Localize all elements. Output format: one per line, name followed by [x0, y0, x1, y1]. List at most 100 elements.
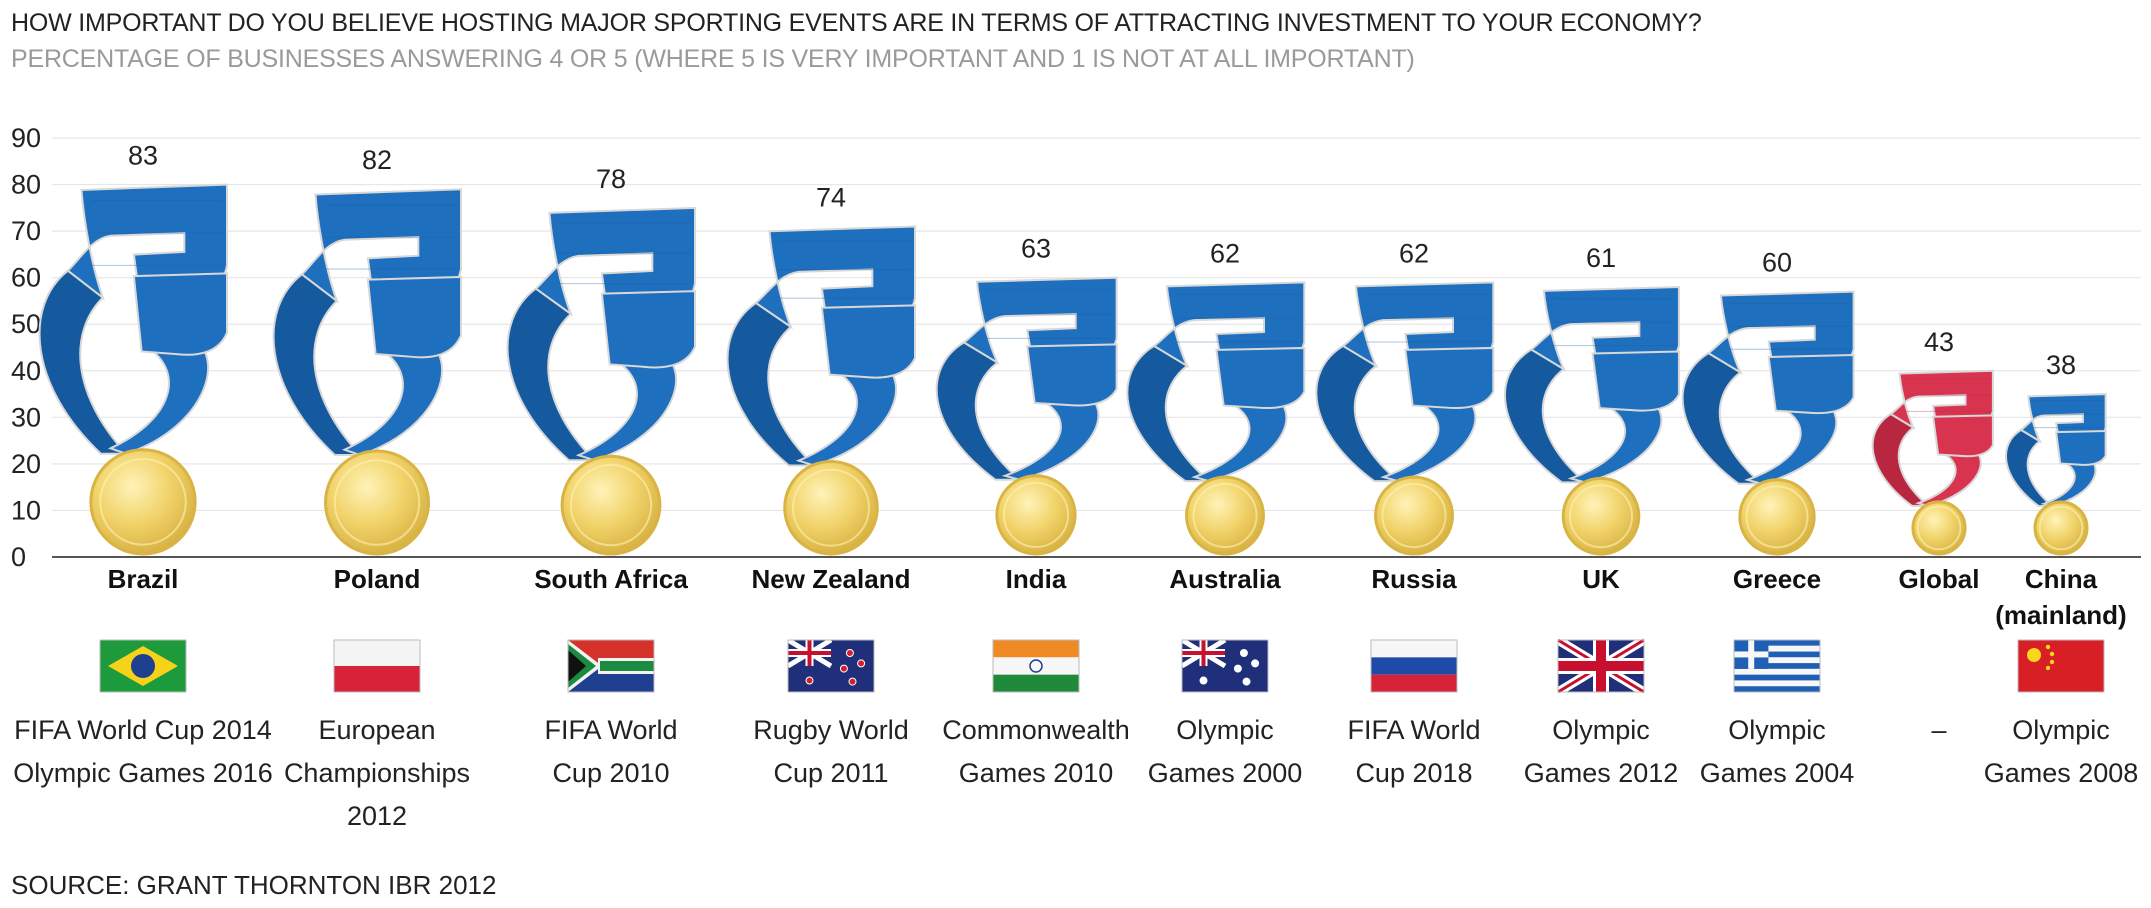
y-tick-label-60: 60: [11, 263, 41, 293]
y-tick-label-40: 40: [11, 356, 41, 386]
category-label-5: Australia: [1169, 564, 1281, 594]
ribbon-middle-fold: [1932, 414, 1994, 458]
event-label-8: Olympic: [1728, 715, 1826, 745]
bar-medal-4: [935, 276, 1118, 556]
greece-flag: [1733, 639, 1821, 693]
event-label-6: Cup 2018: [1355, 758, 1472, 788]
gold-medal-rim: [1916, 505, 1962, 551]
y-tick-label-50: 50: [11, 309, 41, 339]
india-flag: [992, 639, 1080, 693]
flag-border: [2017, 639, 2105, 693]
event-label-3: Rugby World: [753, 715, 909, 745]
event-label-1: European: [318, 715, 435, 745]
category-label-8: Greece: [1733, 564, 1821, 594]
ribbon-left-strand: [272, 273, 363, 457]
flag-border: [1370, 639, 1458, 693]
china-flag: [2017, 639, 2105, 693]
event-label-6: FIFA World: [1347, 715, 1480, 745]
ribbon-left-strand: [1504, 348, 1589, 484]
ribbon-middle-fold: [820, 304, 916, 379]
y-tick-label-80: 80: [11, 170, 41, 200]
gold-medal: [324, 449, 430, 556]
value-label-2: 78: [596, 164, 626, 194]
ribbon-middle-fold: [600, 290, 696, 369]
ribbon-left-strand: [1681, 351, 1765, 485]
gold-medal: [995, 474, 1077, 556]
ribbon-left-strand: [506, 287, 597, 462]
brazil-flag: [99, 639, 187, 693]
gold-medal-rim: [2038, 505, 2084, 551]
gold-medal: [1738, 478, 1816, 556]
gold-medal: [1561, 476, 1641, 556]
bar-medal-2: [506, 206, 696, 556]
bar-medal-7: [1504, 285, 1680, 556]
event-label-10: Games 2008: [1984, 758, 2139, 788]
y-tick-label-10: 10: [11, 495, 41, 525]
chart-title: HOW IMPORTANT DO YOU BELIEVE HOSTING MAJ…: [11, 9, 1702, 37]
category-label-6: Russia: [1371, 564, 1457, 594]
ribbon-middle-fold: [1591, 350, 1680, 412]
new-zealand-flag: [786, 637, 875, 693]
y-tick-label-70: 70: [11, 216, 41, 246]
event-label-5: Olympic: [1176, 715, 1274, 745]
uk-flag: [1555, 636, 1647, 696]
event-label-0: FIFA World Cup 2014: [14, 715, 272, 745]
flag-border: [1733, 639, 1821, 693]
value-label-4: 63: [1021, 234, 1051, 264]
ribbon-left-strand: [1871, 412, 1931, 507]
chart-subtitle: PERCENTAGE OF BUSINESSES ANSWERING 4 OR …: [11, 45, 1415, 73]
flag-border: [1557, 639, 1645, 693]
poland-flag: [333, 639, 421, 693]
ribbon-left-strand: [726, 301, 817, 467]
ribbon-middle-fold: [132, 272, 228, 356]
gold-medal-rim: [1002, 481, 1070, 548]
value-label-5: 62: [1210, 238, 1240, 268]
bar-medal-10: [2005, 393, 2107, 556]
south-africa-flag: [567, 639, 655, 693]
category-label-1: Poland: [334, 564, 421, 594]
gold-medal: [2033, 500, 2089, 556]
gold-medal-rim: [569, 464, 653, 547]
gold-medal: [1911, 500, 1967, 556]
value-label-3: 74: [816, 182, 846, 212]
gold-medal: [1185, 475, 1265, 556]
category-label-9: Global: [1899, 564, 1980, 594]
gold-medal-rim: [333, 459, 421, 546]
flag-border: [99, 639, 187, 693]
ribbon-left-strand: [935, 341, 1023, 481]
gold-medal-rim: [1569, 484, 1633, 549]
ribbon-left-strand: [1126, 344, 1212, 483]
value-label-8: 60: [1762, 248, 1792, 278]
bar-medal-6: [1315, 281, 1495, 556]
category-label-10: (mainland): [1995, 600, 2126, 630]
event-label-5: Games 2000: [1148, 758, 1303, 788]
category-label-4: India: [1006, 564, 1067, 594]
value-label-10: 38: [2046, 350, 2076, 380]
value-label-1: 82: [362, 145, 392, 175]
flag-border: [1181, 639, 1269, 693]
event-label-10: Olympic: [2012, 715, 2110, 745]
gold-medal: [1374, 475, 1454, 556]
y-tick-label-90: 90: [11, 123, 41, 153]
event-label-7: Olympic: [1552, 715, 1650, 745]
source-note: SOURCE: GRANT THORNTON IBR 2012: [11, 870, 497, 900]
ribbon-middle-fold: [1215, 346, 1306, 410]
flag-border: [787, 639, 875, 693]
gold-medal-rim: [1381, 483, 1447, 549]
flag-border: [333, 639, 421, 693]
ribbon-middle-fold: [1767, 354, 1855, 415]
event-label-1: Championships: [284, 758, 470, 788]
gold-medal-rim: [792, 468, 870, 547]
bar-medal-8: [1681, 290, 1855, 556]
y-tick-label-30: 30: [11, 402, 41, 432]
event-label-2: Cup 2010: [552, 758, 669, 788]
bar-medal-3: [726, 225, 916, 556]
event-label-8: Games 2004: [1700, 758, 1855, 788]
ribbon-left-strand: [2005, 428, 2055, 507]
ribbon-middle-fold: [2055, 429, 2107, 466]
event-label-4: Games 2010: [959, 758, 1114, 788]
gold-medal: [783, 459, 879, 556]
category-label-7: UK: [1582, 564, 1620, 594]
gold-medal: [560, 454, 662, 556]
